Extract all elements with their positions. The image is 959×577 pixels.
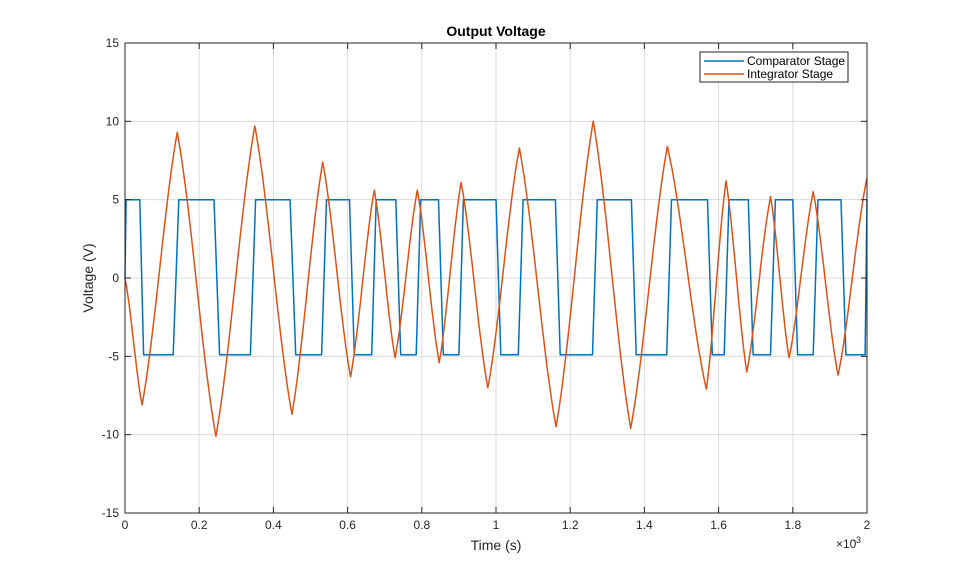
x-exponent-base: ×10 (836, 537, 857, 551)
legend: Comparator Stage Integrator Stage (699, 51, 849, 83)
y-tick-label: -10 (102, 428, 120, 442)
x-tick-label: 1.6 (710, 518, 727, 532)
y-tick-label: 0 (112, 271, 119, 285)
y-tick-label: 10 (106, 114, 120, 128)
x-tick-label: 2 (864, 518, 871, 532)
chart-title: Output Voltage (446, 23, 545, 39)
x-axis-label: Time (s) (471, 537, 522, 553)
y-axis-label: Voltage (V) (80, 243, 96, 312)
x-tick-label: 1 (493, 518, 500, 532)
x-tick-label: 1.8 (784, 518, 801, 532)
x-exponent: ×10 -3 (836, 535, 861, 551)
series-layer (124, 120, 868, 437)
legend-label-integrator: Integrator Stage (747, 67, 833, 81)
x-tick-label: 0 (122, 518, 129, 532)
x-exponent-power: -3 (853, 535, 861, 545)
legend-label-comparator: Comparator Stage (747, 54, 845, 68)
x-tick-label: 0.6 (339, 518, 356, 532)
y-tick-label: -5 (108, 349, 119, 363)
series-line-integrator (124, 120, 868, 437)
tick-labels: 0 0.2 0.4 0.6 0.8 1 1.2 1.4 1.6 1.8 2 15 10 5 0 -5 -10 -1… (102, 36, 871, 532)
x-tick-label: 0.2 (191, 518, 208, 532)
x-tick-label: 1.2 (562, 518, 579, 532)
y-tick-label: -15 (102, 506, 120, 520)
y-tick-label: 5 (112, 193, 119, 207)
series-line-comparator (124, 198, 868, 356)
x-tick-label: 1.4 (636, 518, 653, 532)
y-tick-label: 15 (106, 36, 120, 50)
legend-box (699, 51, 849, 83)
grid (125, 43, 867, 513)
ticks (124, 42, 868, 514)
x-tick-label: 0.8 (413, 518, 430, 532)
x-tick-label: 0.4 (265, 518, 282, 532)
